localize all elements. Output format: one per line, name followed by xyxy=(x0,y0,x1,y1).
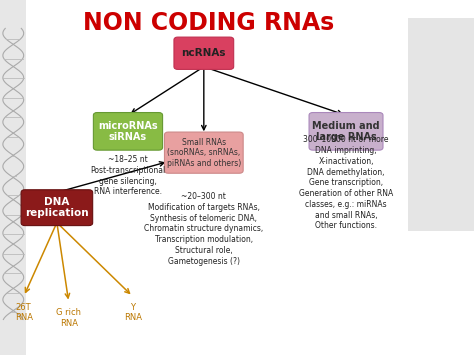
FancyBboxPatch shape xyxy=(21,190,92,226)
Text: ncRNAs: ncRNAs xyxy=(182,48,226,58)
Text: 300–10000 nt or more
DNA imprinting,
X-inactivation,
DNA demethylation,
Gene tra: 300–10000 nt or more DNA imprinting, X-i… xyxy=(299,135,393,230)
FancyBboxPatch shape xyxy=(0,0,26,355)
FancyBboxPatch shape xyxy=(93,113,163,150)
Text: microRNAs
siRNAs: microRNAs siRNAs xyxy=(98,121,158,142)
Text: G rich
RNA: G rich RNA xyxy=(56,308,81,328)
Text: NON CODING RNAs: NON CODING RNAs xyxy=(83,11,334,35)
FancyBboxPatch shape xyxy=(309,113,383,150)
Text: Y
RNA: Y RNA xyxy=(124,302,142,322)
Text: DNA
replication: DNA replication xyxy=(25,197,89,218)
Text: Medium and
large RNAs: Medium and large RNAs xyxy=(312,121,380,142)
Text: 26T
RNA: 26T RNA xyxy=(15,302,33,322)
Text: ~18–25 nt
Post-transcriptional
gene silencing,
RNA interference.: ~18–25 nt Post-transcriptional gene sile… xyxy=(91,155,165,196)
FancyBboxPatch shape xyxy=(408,18,474,231)
Text: Small RNAs
(snoRNAs, snRNAs,
piRNAs and others): Small RNAs (snoRNAs, snRNAs, piRNAs and … xyxy=(167,138,241,168)
FancyBboxPatch shape xyxy=(174,37,234,69)
FancyBboxPatch shape xyxy=(164,132,243,173)
Text: ~20–300 nt
Modification of targets RNAs,
Synthesis of telomeric DNA,
Chromatin s: ~20–300 nt Modification of targets RNAs,… xyxy=(144,192,264,266)
